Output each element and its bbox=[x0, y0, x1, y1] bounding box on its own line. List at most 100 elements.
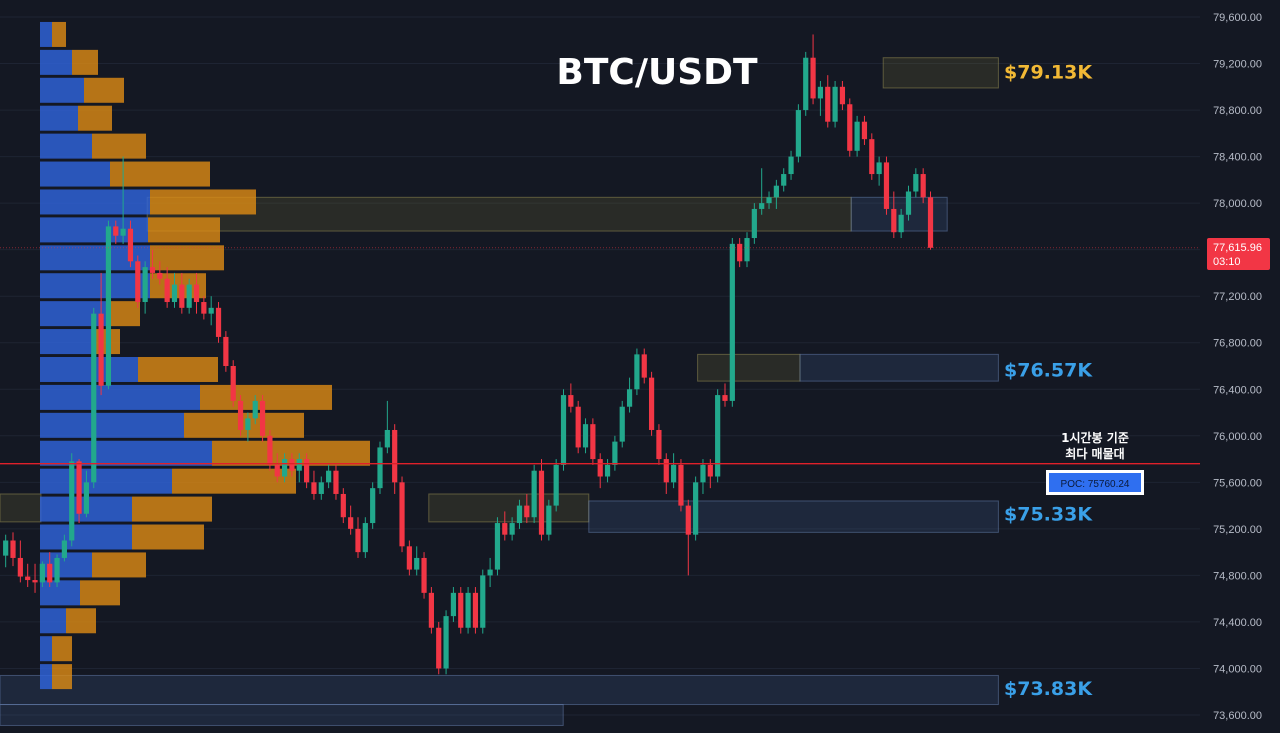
candle-body bbox=[524, 505, 530, 518]
y-tick-label: 76,400.00 bbox=[1213, 384, 1262, 396]
candle-body bbox=[722, 395, 728, 401]
candle-body bbox=[274, 464, 280, 477]
candle-body bbox=[626, 389, 633, 407]
profile-buy-bar bbox=[40, 608, 66, 634]
candle-body bbox=[384, 429, 390, 448]
profile-buy-bar bbox=[40, 245, 150, 271]
candle-body bbox=[465, 592, 471, 628]
zone-demand bbox=[0, 674, 999, 706]
y-tick-label: 79,200.00 bbox=[1213, 59, 1262, 71]
candle-body bbox=[421, 557, 427, 593]
candle-body bbox=[546, 505, 552, 535]
volume-profile bbox=[40, 21, 370, 690]
candle-body bbox=[494, 523, 501, 570]
candle-body bbox=[575, 406, 581, 448]
poc-label-fill[interactable] bbox=[1049, 473, 1141, 492]
y-tick-label: 74,800.00 bbox=[1213, 570, 1262, 582]
y-tick-label: 76,000.00 bbox=[1213, 431, 1262, 443]
candle-body bbox=[648, 377, 655, 430]
candle-body bbox=[142, 267, 148, 303]
zone-supply bbox=[0, 493, 42, 523]
profile-sell-bar bbox=[138, 356, 218, 382]
profile-sell-bar bbox=[78, 105, 112, 131]
candle-body bbox=[25, 576, 31, 581]
y-tick-label: 74,400.00 bbox=[1213, 617, 1262, 629]
profile-sell-bar bbox=[92, 133, 146, 159]
profile-sell-bar bbox=[72, 49, 98, 75]
candle-body bbox=[553, 464, 559, 506]
profile-sell-bar bbox=[200, 384, 332, 410]
candle-body bbox=[920, 174, 926, 198]
poc-label: POC: 75760.24 bbox=[1061, 479, 1130, 490]
candle-body bbox=[135, 261, 141, 303]
candle-body bbox=[560, 395, 567, 465]
candle-body bbox=[76, 461, 82, 514]
profile-buy-bar bbox=[40, 21, 52, 47]
current-price-label: 77,615.96 bbox=[1213, 242, 1262, 254]
candle-body bbox=[105, 226, 112, 386]
y-tick-label: 76,800.00 bbox=[1213, 338, 1262, 350]
candle-body bbox=[480, 575, 486, 628]
profile-buy-bar bbox=[40, 412, 184, 438]
candle-body bbox=[693, 482, 699, 535]
candle-body bbox=[817, 86, 824, 99]
candle-body bbox=[208, 307, 214, 314]
candle-body bbox=[516, 505, 523, 524]
candle-body bbox=[634, 354, 640, 390]
line-layer bbox=[0, 247, 1200, 465]
candle-body bbox=[267, 435, 273, 465]
profile-buy-bar bbox=[40, 356, 138, 382]
candle-body bbox=[230, 366, 236, 401]
candle-body bbox=[861, 121, 868, 140]
candle-body bbox=[318, 482, 324, 494]
candle-body bbox=[47, 563, 53, 583]
candle-body bbox=[825, 86, 831, 122]
current-price-badge[interactable] bbox=[1207, 238, 1270, 270]
candle-body bbox=[715, 395, 721, 477]
candle-body bbox=[641, 354, 647, 378]
profile-buy-bar bbox=[40, 329, 92, 355]
candle-body bbox=[83, 482, 90, 514]
candle-body bbox=[223, 336, 229, 366]
poc-note-line1: 1시간봉 기준 bbox=[1061, 430, 1129, 445]
candle-body bbox=[120, 228, 126, 236]
candle-body bbox=[311, 482, 317, 494]
zone-demand bbox=[588, 500, 999, 533]
candle-body bbox=[98, 313, 104, 386]
y-tick-label: 75,600.00 bbox=[1213, 477, 1262, 489]
profile-sell-bar bbox=[52, 636, 72, 662]
zone-supply bbox=[882, 57, 999, 89]
candle-body bbox=[377, 447, 383, 489]
candle-body bbox=[759, 203, 765, 209]
candle-body bbox=[399, 482, 405, 547]
candle-body bbox=[193, 284, 200, 303]
zone-layer bbox=[0, 57, 999, 726]
y-axis: 79,600.00 79,200.00 78,800.00 78,400.00 78,0… bbox=[1213, 12, 1262, 722]
level-label: $75.33K bbox=[1004, 504, 1093, 526]
candle-body bbox=[186, 284, 192, 308]
candle-body bbox=[443, 616, 449, 669]
candle-body bbox=[656, 429, 662, 460]
candle-body bbox=[700, 464, 706, 483]
candle-body bbox=[472, 592, 479, 628]
zone-supply bbox=[697, 353, 801, 382]
candle-body bbox=[685, 505, 691, 535]
candle-body bbox=[179, 284, 185, 308]
profile-buy-bar bbox=[40, 189, 150, 215]
candle-body bbox=[54, 557, 60, 583]
level-label: $73.83K bbox=[1004, 678, 1093, 700]
candle-body bbox=[582, 424, 589, 448]
candle-body bbox=[428, 592, 434, 628]
profile-buy-bar bbox=[40, 664, 52, 690]
candle-body bbox=[883, 162, 890, 209]
candle-body bbox=[127, 228, 134, 262]
profile-sell-bar bbox=[80, 580, 120, 606]
candle-body bbox=[348, 517, 354, 529]
label-layer: $79.13K $76.57K $75.33K $73.83K bbox=[1004, 62, 1093, 701]
candle-body bbox=[869, 139, 875, 175]
candle-body bbox=[39, 563, 45, 583]
y-tick-label: 77,200.00 bbox=[1213, 291, 1262, 303]
profile-sell-bar bbox=[150, 189, 256, 215]
candle-body bbox=[450, 592, 457, 617]
